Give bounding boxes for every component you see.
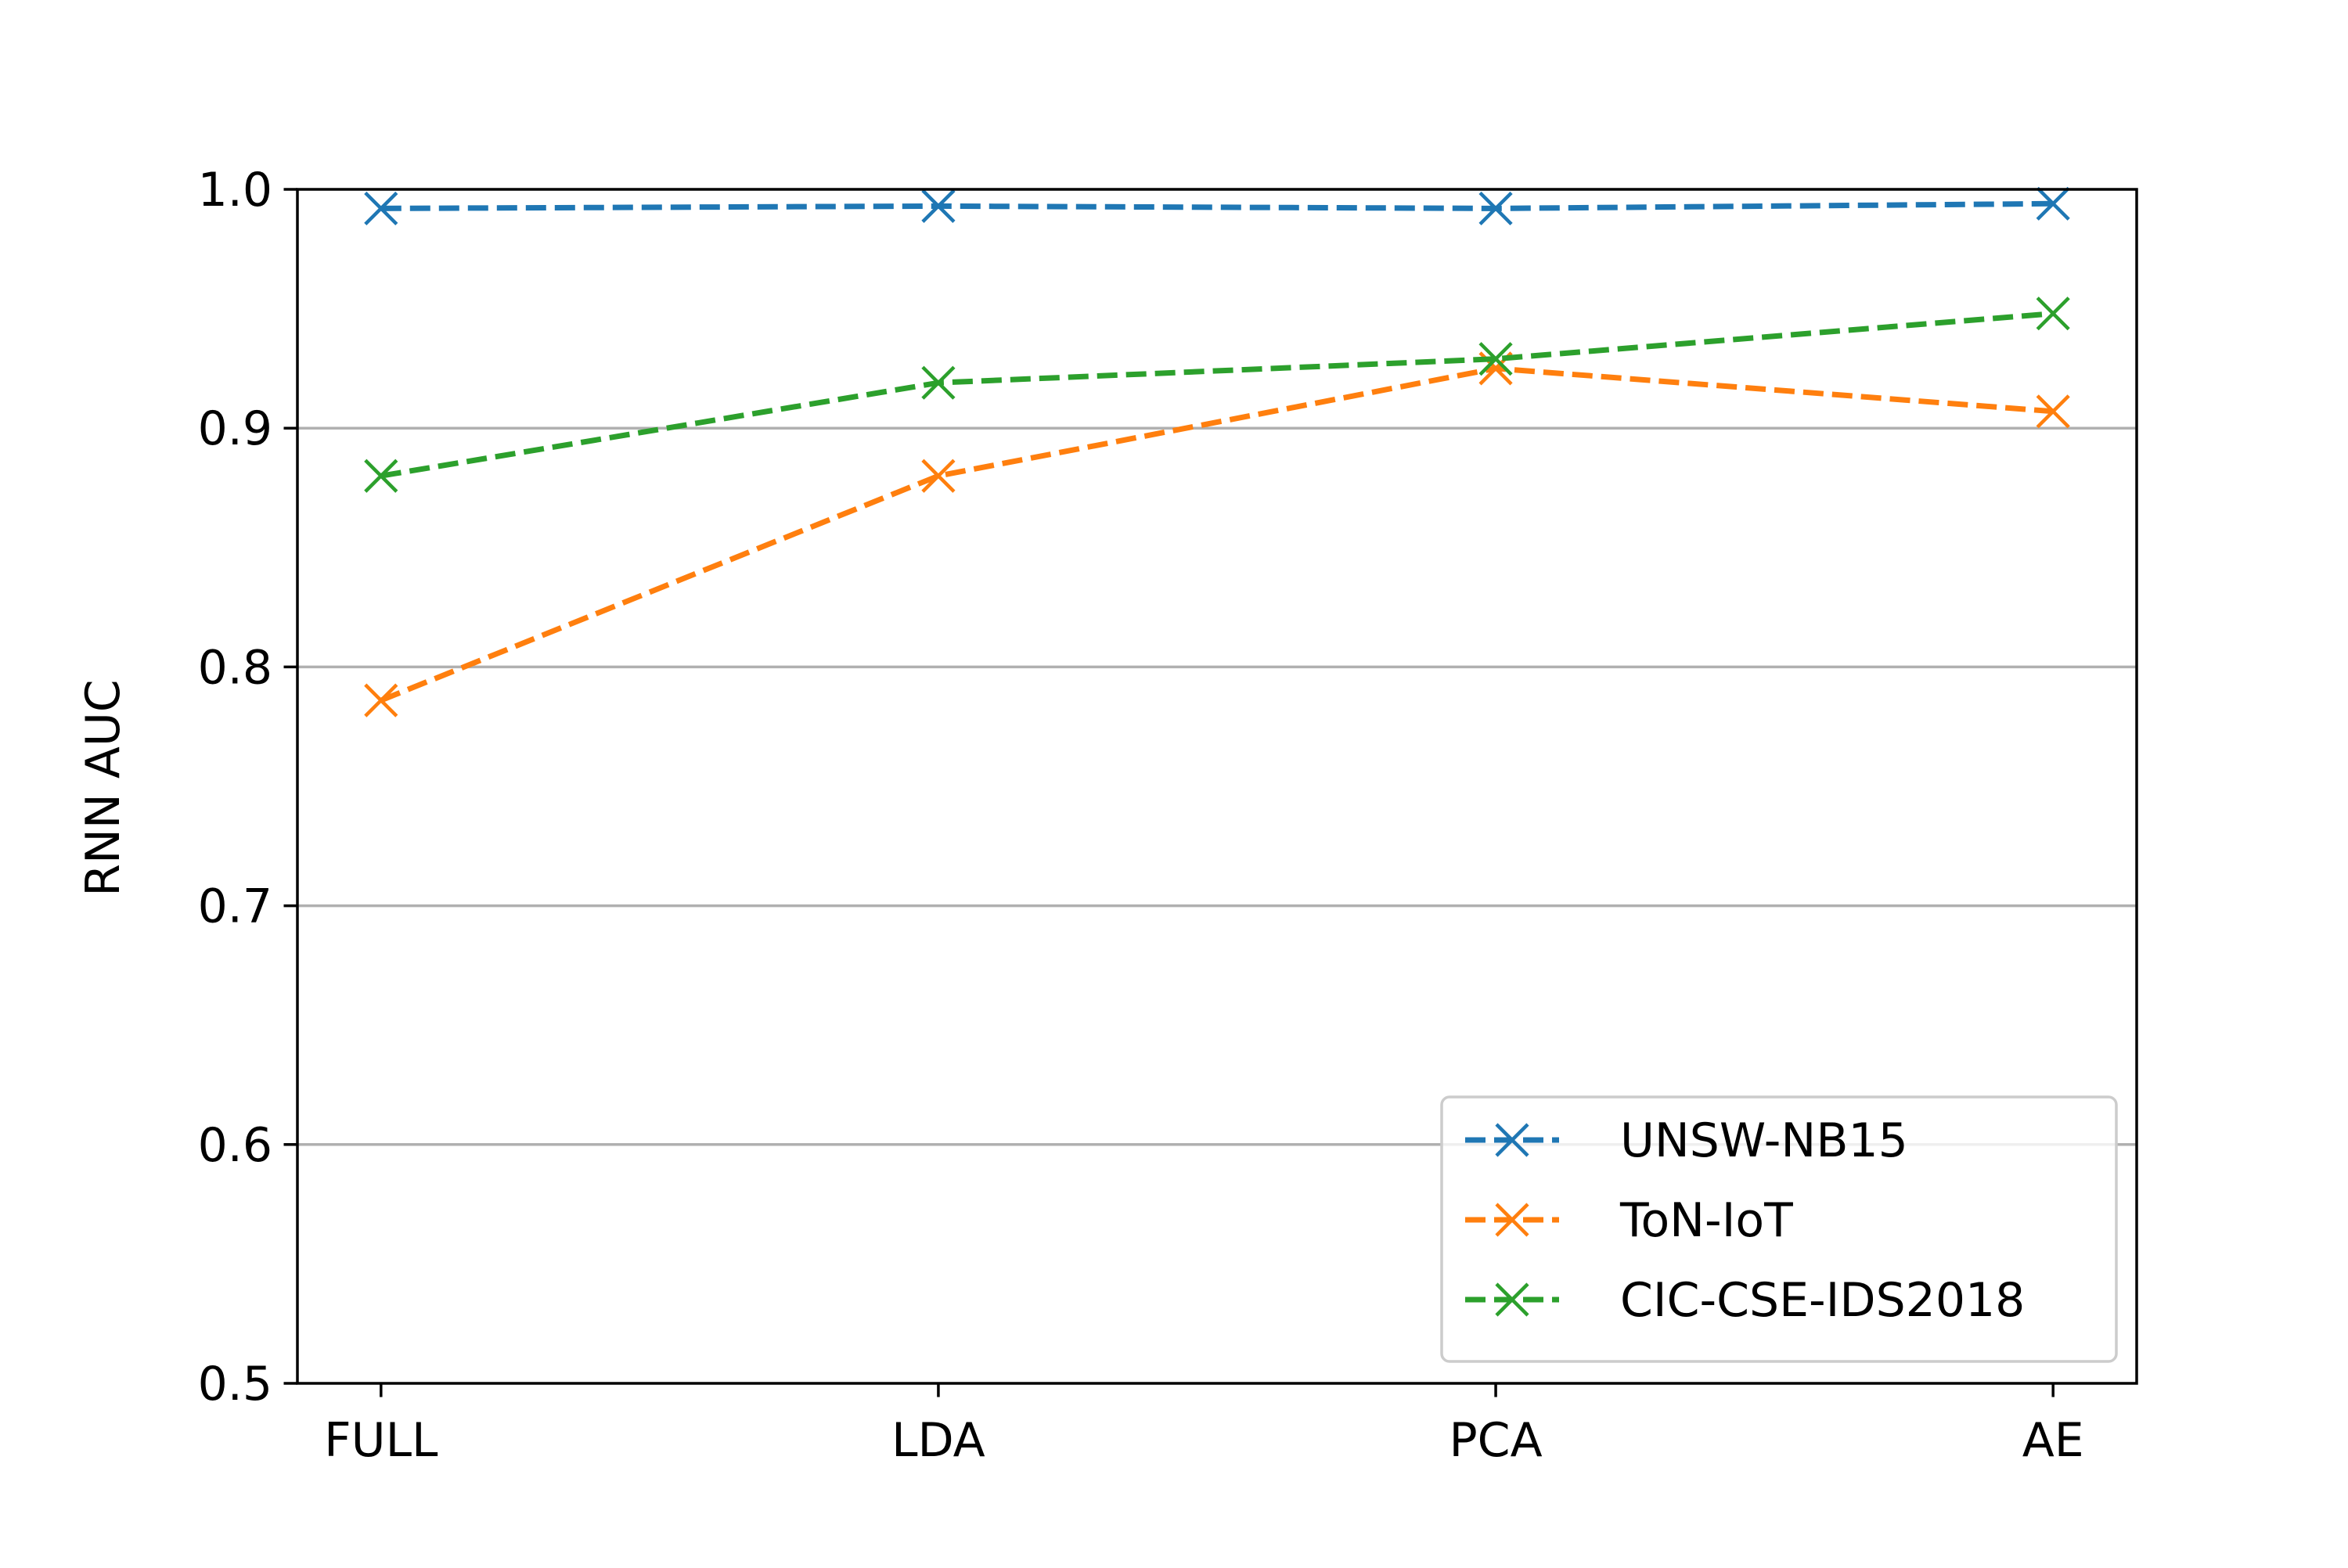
y-tick-label: 1.0 bbox=[198, 163, 272, 218]
plot-frame bbox=[296, 188, 2138, 1385]
legend-marker-swatch bbox=[1495, 1203, 1529, 1237]
y-tick-label: 0.8 bbox=[198, 640, 272, 695]
data-point-marker bbox=[364, 191, 398, 226]
series-unsw-nb15 bbox=[364, 186, 2070, 226]
data-point-marker bbox=[364, 683, 398, 717]
axis-ticks: 0.5 0.6 0.7 0.8 0.9 1.0 FULL LDA PCA AE bbox=[198, 163, 2084, 1468]
series-cic-cse-ids2018 bbox=[364, 297, 2070, 493]
legend-item: ToN-IoT bbox=[1465, 1193, 1793, 1248]
data-point-marker bbox=[921, 365, 956, 400]
y-tick-label: 0.6 bbox=[198, 1118, 272, 1173]
series-lines bbox=[364, 186, 2070, 717]
legend-marker-swatch bbox=[1495, 1123, 1529, 1157]
series-line bbox=[380, 200, 2054, 211]
legend-label: ToN-IoT bbox=[1619, 1193, 1793, 1248]
legend-item: UNSW-NB15 bbox=[1465, 1113, 1908, 1168]
data-point-marker bbox=[2036, 394, 2070, 429]
legend-label: CIC-CSE-IDS2018 bbox=[1620, 1273, 2025, 1328]
legend-label: UNSW-NB15 bbox=[1620, 1113, 1908, 1168]
data-point-marker bbox=[921, 459, 956, 493]
data-point-marker bbox=[1478, 191, 1513, 226]
data-point-marker bbox=[364, 459, 398, 493]
series-line bbox=[380, 365, 2054, 703]
y-tick-label: 0.9 bbox=[198, 401, 272, 456]
data-point-marker bbox=[2036, 186, 2070, 221]
legend-item: CIC-CSE-IDS2018 bbox=[1465, 1273, 2025, 1328]
y-tick-label: 0.7 bbox=[198, 879, 272, 934]
y-tick-label: 0.5 bbox=[198, 1357, 272, 1412]
legend: UNSW-NB15 ToN-IoT CIC-CSE-IDS2018 bbox=[1440, 1095, 2118, 1363]
data-point-marker bbox=[1478, 342, 1513, 376]
x-tick-label: PCA bbox=[1449, 1413, 1543, 1468]
series-line bbox=[380, 311, 2054, 479]
x-tick-label: LDA bbox=[891, 1413, 985, 1468]
x-tick-label: AE bbox=[2022, 1413, 2084, 1468]
legend-box bbox=[1440, 1095, 2118, 1363]
x-tick-label: FULL bbox=[324, 1413, 438, 1468]
y-axis-title: RNN AUC bbox=[76, 679, 131, 896]
series-ton-iot bbox=[364, 351, 2070, 717]
data-point-marker bbox=[921, 189, 956, 223]
data-point-marker bbox=[2036, 297, 2070, 331]
legend-marker-swatch bbox=[1495, 1282, 1529, 1317]
